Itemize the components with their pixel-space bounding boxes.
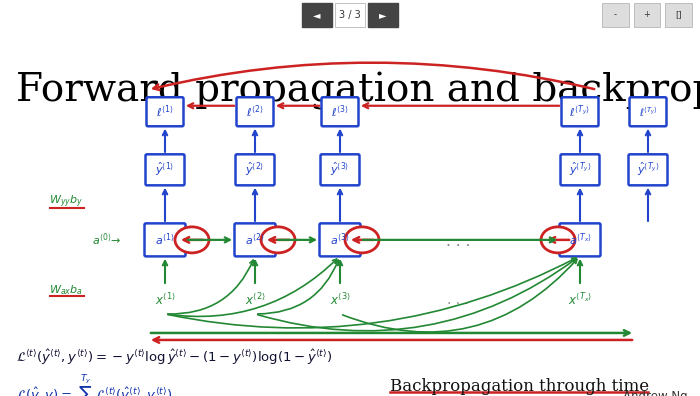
Bar xyxy=(302,3,332,27)
Text: $\ell^{\langle 1\rangle}$: $\ell^{\langle 1\rangle}$ xyxy=(156,103,174,120)
Text: $x^{\langle 3\rangle}$: $x^{\langle 3\rangle}$ xyxy=(330,291,351,308)
Text: -: - xyxy=(614,10,617,19)
FancyBboxPatch shape xyxy=(561,154,599,185)
FancyBboxPatch shape xyxy=(146,154,185,185)
Text: $x^{\langle T_x\rangle}$: $x^{\langle T_x\rangle}$ xyxy=(568,291,592,308)
Text: $a^{\langle 2\rangle}$: $a^{\langle 2\rangle}$ xyxy=(245,232,265,248)
Text: $\hat{y}^{\langle 2\rangle}$: $\hat{y}^{\langle 2\rangle}$ xyxy=(246,161,265,179)
Text: $\mathcal{L}(\hat{y},y)= \sum_{t=1}^{T_y}\mathcal{L}^{\langle t \rangle}(\hat{y}: $\mathcal{L}(\hat{y},y)= \sum_{t=1}^{T_y… xyxy=(16,372,172,396)
FancyBboxPatch shape xyxy=(235,154,274,185)
Bar xyxy=(602,3,629,27)
Text: $W_{yy}b_y$: $W_{yy}b_y$ xyxy=(49,194,83,210)
Text: 3 / 3: 3 / 3 xyxy=(339,10,361,20)
FancyBboxPatch shape xyxy=(146,97,183,126)
Text: $a^{\langle 1\rangle}$: $a^{\langle 1\rangle}$ xyxy=(155,232,175,248)
Text: $\ell^{\langle 2\rangle}$: $\ell^{\langle 2\rangle}$ xyxy=(246,103,264,120)
Text: $\ell^{\langle 3\rangle}$: $\ell^{\langle 3\rangle}$ xyxy=(331,103,349,120)
FancyBboxPatch shape xyxy=(234,223,276,256)
Text: $a^{\langle 3\rangle}$: $a^{\langle 3\rangle}$ xyxy=(330,232,350,248)
Ellipse shape xyxy=(175,227,209,253)
FancyBboxPatch shape xyxy=(144,223,186,256)
Ellipse shape xyxy=(261,227,295,253)
Text: +: + xyxy=(643,10,650,19)
Text: $x^{\langle 2\rangle}$: $x^{\langle 2\rangle}$ xyxy=(244,291,265,308)
Text: $a^{\langle 0\rangle}\!\rightarrow$: $a^{\langle 0\rangle}\!\rightarrow$ xyxy=(92,232,122,248)
Ellipse shape xyxy=(345,227,379,253)
Text: $x^{\langle 1\rangle}$: $x^{\langle 1\rangle}$ xyxy=(155,291,176,308)
FancyBboxPatch shape xyxy=(629,154,668,185)
Text: $\hat{y}^{\langle 1\rangle}$: $\hat{y}^{\langle 1\rangle}$ xyxy=(155,161,174,179)
Text: $\ell^{\langle T_y\rangle}$: $\ell^{\langle T_y\rangle}$ xyxy=(638,105,657,119)
FancyBboxPatch shape xyxy=(321,154,360,185)
Text: $\hat{y}^{\langle T_y\rangle}$: $\hat{y}^{\langle T_y\rangle}$ xyxy=(568,161,592,179)
Bar xyxy=(368,3,398,27)
Bar xyxy=(665,3,692,27)
Text: $\hat{y}^{\langle T_y\rangle}$: $\hat{y}^{\langle T_y\rangle}$ xyxy=(637,161,659,179)
Text: $W_{ax}b_a$: $W_{ax}b_a$ xyxy=(49,283,83,297)
Text: []: [] xyxy=(675,10,682,19)
Text: . . .: . . . xyxy=(446,234,470,249)
Text: $\hat{y}^{\langle 3\rangle}$: $\hat{y}^{\langle 3\rangle}$ xyxy=(330,161,349,179)
Text: $\mathcal{L}^{\langle t \rangle}(\hat{y}^{\langle t \rangle},y^{\langle t \rangl: $\mathcal{L}^{\langle t \rangle}(\hat{y}… xyxy=(16,348,332,367)
Text: Andrew Ng: Andrew Ng xyxy=(624,390,688,396)
FancyBboxPatch shape xyxy=(319,223,360,256)
Ellipse shape xyxy=(541,227,575,253)
Bar xyxy=(335,3,365,27)
Text: ►: ► xyxy=(379,10,386,20)
Text: $\ell^{\langle T_y\rangle}$: $\ell^{\langle T_y\rangle}$ xyxy=(570,103,591,120)
FancyBboxPatch shape xyxy=(321,97,358,126)
Text: Backpropagation through time: Backpropagation through time xyxy=(390,378,649,395)
FancyBboxPatch shape xyxy=(237,97,274,126)
FancyBboxPatch shape xyxy=(629,97,666,126)
FancyBboxPatch shape xyxy=(561,97,598,126)
Text: $a^{\langle T_x\rangle}$: $a^{\langle T_x\rangle}$ xyxy=(568,232,592,248)
Text: . . .: . . . xyxy=(447,293,469,307)
Bar xyxy=(634,3,660,27)
Text: ◄: ◄ xyxy=(314,10,321,20)
FancyBboxPatch shape xyxy=(559,223,601,256)
Text: Forward propagation and backpropagation: Forward propagation and backpropagation xyxy=(16,72,700,110)
